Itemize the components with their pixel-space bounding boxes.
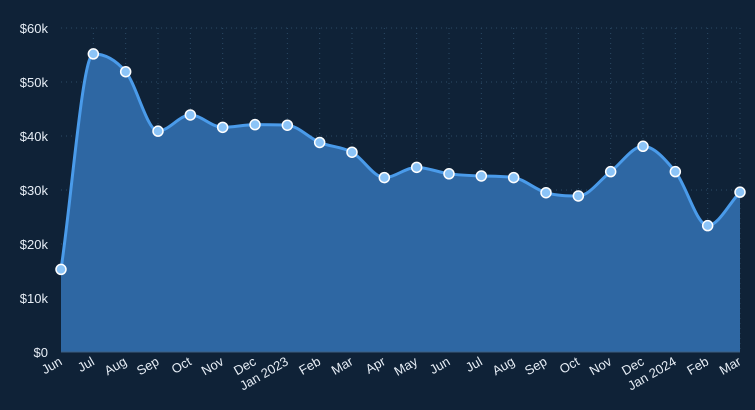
y-tick-label: $60k xyxy=(20,21,49,36)
data-point[interactable] xyxy=(313,136,326,149)
data-point[interactable] xyxy=(184,109,197,121)
x-tick-label: Oct xyxy=(557,353,582,376)
data-point[interactable] xyxy=(540,186,552,199)
data-point[interactable] xyxy=(346,146,358,158)
x-tick-label: Apr xyxy=(363,353,389,376)
x-tick-label: Feb xyxy=(296,354,323,378)
data-point[interactable] xyxy=(443,168,455,180)
y-tick-label: $50k xyxy=(20,75,49,90)
y-tick-label: $40k xyxy=(20,129,49,144)
x-tick-label: Mar xyxy=(717,353,744,378)
x-tick-label: Oct xyxy=(169,353,194,376)
x-tick-label: Sep xyxy=(522,354,550,379)
data-point[interactable] xyxy=(87,48,100,60)
data-point[interactable] xyxy=(669,165,682,178)
series-area xyxy=(61,53,740,353)
x-tick-label: Nov xyxy=(199,353,227,378)
y-tick-label: $20k xyxy=(20,237,49,252)
y-tick-label: $0 xyxy=(34,345,48,360)
y-axis: $0 $10k $20k $30k $40k $50k $60k xyxy=(20,21,49,360)
data-point[interactable] xyxy=(507,171,520,184)
data-point[interactable] xyxy=(55,263,67,276)
data-point[interactable] xyxy=(216,121,229,134)
x-tick-label: Feb xyxy=(684,354,711,378)
data-point[interactable] xyxy=(637,140,649,153)
y-tick-label: $10k xyxy=(20,291,49,306)
x-tick-label: Mar xyxy=(329,353,356,378)
data-point[interactable] xyxy=(281,119,294,131)
x-tick-label: Aug xyxy=(490,354,518,379)
data-point[interactable] xyxy=(410,161,423,174)
x-tick-label: Nov xyxy=(587,353,615,378)
data-points xyxy=(55,48,746,276)
data-point[interactable] xyxy=(119,65,132,78)
y-tick-label: $30k xyxy=(20,183,49,198)
x-tick-label: Jul xyxy=(463,354,485,375)
x-tick-label: Aug xyxy=(102,354,130,379)
data-point[interactable] xyxy=(475,170,488,182)
data-point[interactable] xyxy=(701,219,714,232)
x-tick-label: Sep xyxy=(134,354,162,379)
x-tick-label: Jul xyxy=(75,354,97,375)
x-tick-label: May xyxy=(391,353,420,379)
data-point[interactable] xyxy=(152,125,164,137)
x-tick-label: Jun xyxy=(427,354,453,377)
data-point[interactable] xyxy=(378,171,391,184)
data-point[interactable] xyxy=(249,118,261,131)
data-point[interactable] xyxy=(734,186,746,198)
data-point[interactable] xyxy=(604,165,617,178)
data-point[interactable] xyxy=(572,190,585,202)
